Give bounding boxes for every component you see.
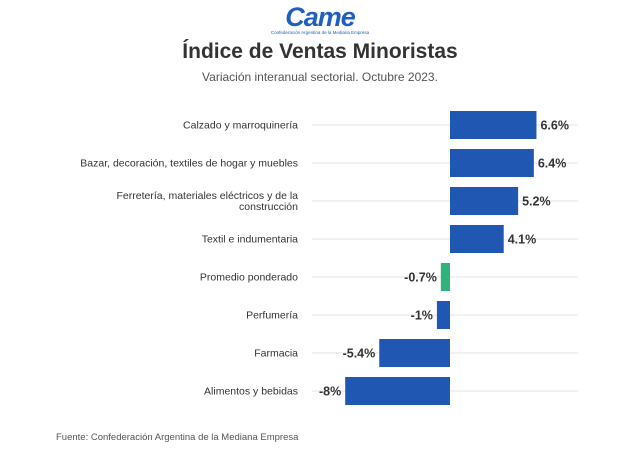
data-label: 6.6% [540, 119, 569, 133]
logo-tagline: Confederación Argentina de la Mediana Em… [270, 30, 370, 35]
bar [450, 187, 519, 215]
bar [450, 225, 504, 253]
category-label: Promedio ponderado [200, 272, 298, 284]
category-label: Textil e indumentaria [202, 234, 298, 246]
category-label: construcción [239, 201, 298, 213]
logo-wordmark: Came [285, 2, 356, 32]
bar [440, 263, 450, 291]
source-note: Fuente: Confederación Argentina de la Me… [56, 432, 299, 443]
chart-subtitle: Variación interanual sectorial. Octubre … [202, 70, 438, 84]
category-label: Ferretería, materiales eléctricos y de l… [117, 190, 299, 202]
data-label: -0.7% [404, 271, 437, 285]
came-logo: Came Confederación Argentina de la Media… [270, 4, 370, 36]
bar [450, 111, 537, 139]
bar [436, 301, 450, 329]
chart-title: Índice de Ventas Minoristas [182, 40, 458, 63]
category-label: Perfumería [246, 310, 298, 322]
data-label: 6.4% [538, 157, 567, 171]
bar [450, 149, 534, 177]
data-label: -1% [411, 309, 433, 323]
data-label: -5.4% [343, 347, 376, 361]
bar [345, 377, 450, 405]
bar-chart: 6.6% Calzado y marroquinería 6.4% Bazar, de… [80, 111, 578, 405]
category-label: Calzado y marroquinería [183, 120, 298, 132]
bar [379, 339, 450, 367]
category-label: Farmacia [254, 348, 298, 360]
data-label: 4.1% [508, 233, 536, 247]
data-label: -8% [319, 385, 341, 399]
category-label: Bazar, decoración, textiles de hogar y m… [80, 158, 298, 170]
data-label: 5.2% [522, 195, 551, 209]
category-label: Alimentos y bebidas [204, 386, 298, 398]
